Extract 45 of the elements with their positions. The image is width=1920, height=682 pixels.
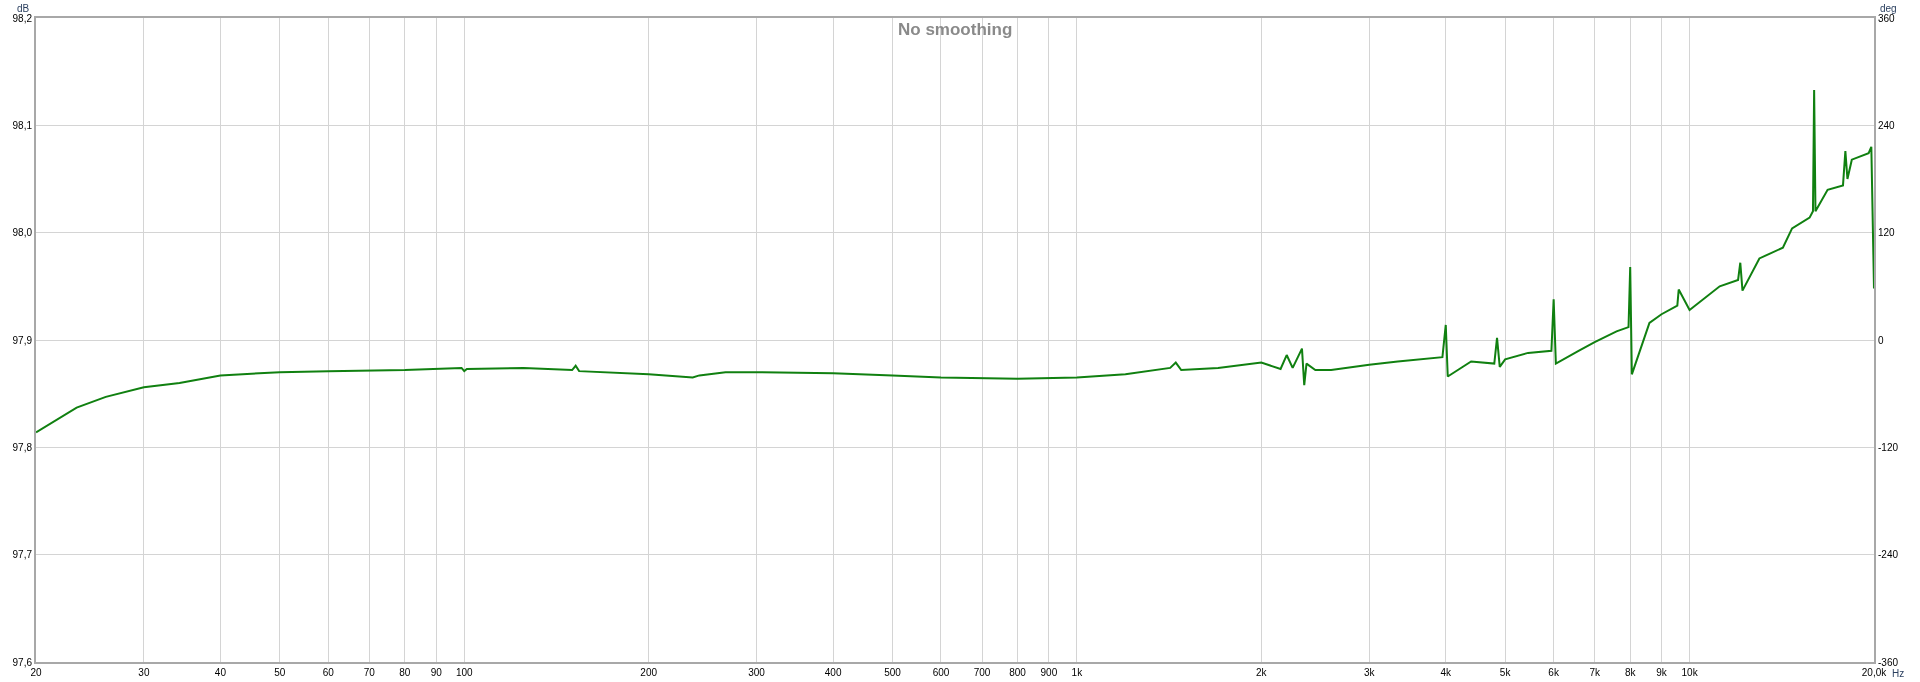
x-axis-title: Hz [1892,668,1905,679]
x-tick-label: 8k [1624,667,1637,678]
x-tick-label: 900 [1040,667,1058,678]
y-tick-label: 97,7 [12,549,33,561]
x-tick-label: 4k [1440,667,1453,678]
x-tick-label: 90 [430,667,443,678]
x-tick-label: 9k [1656,667,1668,678]
x-tick-label: 2k [1256,667,1268,678]
x-tick-label: 700 [973,667,991,678]
y2-tick-label: -360 [1878,656,1899,668]
y-tick-label: 98,1 [12,119,33,131]
y2-axis-title: deg [1880,3,1897,14]
x-tick-label: 7k [1589,667,1601,678]
x-tick-label: 1k [1071,667,1084,678]
x-tick-label: 3k [1363,667,1376,678]
x-tick-label: 20,0k [1861,667,1888,678]
x-tick-label: 60 [322,667,335,678]
x-tick-label: 800 [1009,667,1027,678]
x-tick-label: 6k [1548,667,1560,678]
y2-tick-label: 0 [1878,334,1884,346]
x-tick-label: 70 [363,667,376,678]
x-tick-label: 20 [30,667,42,678]
x-tick-label: 500 [884,667,902,678]
y-tick-label: 98,2 [12,12,33,24]
x-tick-label: 40 [214,667,227,678]
x-tick-label: 400 [824,667,842,678]
x-tick-label: 200 [640,667,658,678]
x-tick-label: 30 [138,667,150,678]
y2-tick-label: -120 [1878,441,1899,453]
x-tick-label: 100 [455,667,474,678]
x-tick-label: 80 [399,667,411,678]
y-tick-label: 98,0 [12,227,33,239]
y-tick-label: 97,9 [12,334,33,346]
x-tick-label: 50 [274,667,286,678]
y-axis-title: dB [17,3,30,14]
x-tick-label: 10k [1681,667,1699,678]
x-tick-label: 600 [932,667,950,678]
y-tick-label: 97,6 [12,656,33,668]
y2-tick-label: 120 [1878,227,1896,239]
x-tick-label: 5k [1499,667,1512,678]
y-tick-label: 97,8 [12,441,33,453]
x-tick-label: 300 [748,667,766,678]
y2-tick-label: -240 [1878,549,1899,561]
y2-tick-label: 240 [1878,119,1896,131]
chart-title: No smoothing [898,20,1013,39]
